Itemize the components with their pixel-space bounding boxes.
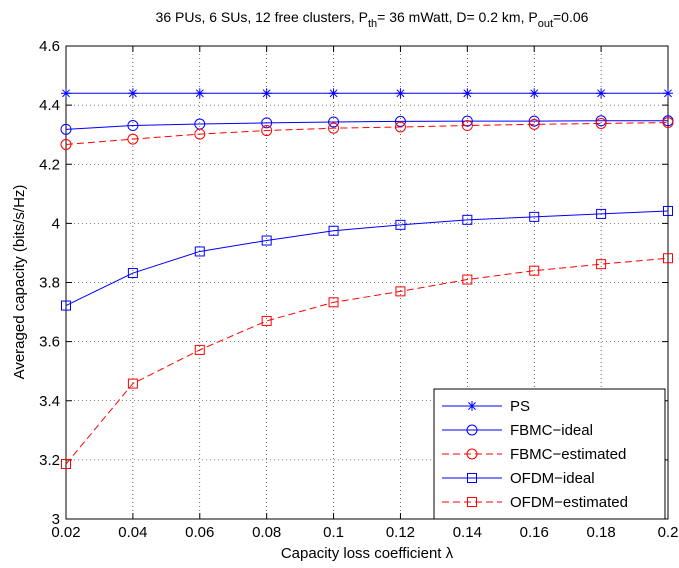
legend-marker-sample [466, 424, 478, 436]
data-point-marker [395, 286, 406, 297]
data-point-marker [462, 88, 473, 99]
data-point-marker [394, 115, 406, 127]
data-point-marker [529, 88, 540, 99]
data-point-marker [61, 459, 71, 470]
legend-marker-sample [467, 473, 477, 483]
grid-lines [66, 46, 668, 519]
legend-label: OFDM−estimated [510, 494, 628, 511]
y-tick-label: 4 [52, 215, 60, 232]
data-point-marker [528, 118, 540, 130]
data-point-marker [127, 88, 138, 99]
x-tick-label: 0.18 [587, 524, 616, 541]
data-point-marker [194, 128, 206, 140]
x-tick-label: 0.2 [658, 524, 679, 541]
legend-entry: FBMC−ideal [442, 422, 593, 439]
data-point-marker [663, 88, 673, 99]
data-point-marker [596, 208, 607, 219]
legend-marker-sample [467, 497, 477, 507]
x-tick-label: 0.1 [323, 524, 344, 541]
x-tick-label: 0.12 [386, 524, 415, 541]
legend-label: PS [510, 398, 530, 415]
data-point-marker [328, 88, 339, 99]
data-point-marker [261, 235, 272, 246]
legend-label: FBMC−estimated [510, 446, 626, 463]
data-point-marker [462, 274, 473, 285]
data-point-marker [528, 115, 540, 127]
y-axis-label: Averaged capacity (bits/s/Hz) [11, 185, 28, 380]
legend: PS FBMC−ideal FBMC−estimated OFDM−ideal OFDM… [433, 388, 666, 520]
data-point-marker [595, 117, 607, 129]
series-line [65, 210, 669, 307]
data-point-marker [60, 123, 72, 135]
chart-title: 36 PUs, 6 SUs, 12 free clusters, Pth= 36… [156, 9, 589, 30]
legend-label: OFDM−ideal [510, 470, 595, 487]
data-point-marker [127, 378, 138, 389]
legend-entry: PS [442, 398, 530, 415]
y-tick-label: 3.4 [39, 393, 60, 410]
legend-entry: OFDM−ideal [442, 470, 595, 487]
data-point-marker [61, 300, 71, 311]
data-point-marker [127, 133, 139, 145]
data-point-marker [328, 225, 339, 236]
series-line [65, 120, 668, 130]
y-tick-label: 4.6 [39, 38, 60, 55]
y-tick-label: 4.4 [39, 97, 60, 114]
data-point-marker [662, 117, 674, 129]
x-tick-label: 0.08 [252, 524, 281, 541]
data-point-marker [261, 117, 273, 129]
data-point-marker [194, 344, 205, 355]
x-tick-label: 0.06 [185, 524, 214, 541]
y-tick-label: 4.2 [39, 156, 60, 173]
series-4 [61, 205, 673, 311]
legend-marker-sample [467, 401, 477, 411]
data-point-marker [194, 88, 205, 99]
y-tick-label: 3.8 [39, 275, 60, 292]
legend-marker-sample [466, 448, 478, 460]
data-point-marker [529, 211, 540, 222]
legend-label: FBMC−ideal [510, 422, 593, 439]
series-line [65, 122, 669, 145]
x-tick-label: 0.04 [118, 524, 147, 541]
series-1 [61, 88, 673, 99]
data-point-marker [663, 205, 673, 216]
data-point-marker [328, 116, 340, 128]
legend-entry: OFDM−estimated [442, 494, 628, 511]
data-point-marker [529, 265, 540, 276]
data-point-marker [261, 315, 272, 326]
data-point-marker [261, 125, 273, 137]
data-point-marker [394, 121, 406, 133]
data-point-marker [127, 268, 138, 279]
data-point-marker [395, 219, 406, 230]
series-layer [60, 88, 674, 470]
y-tick-label: 3 [52, 511, 60, 528]
data-point-marker [462, 214, 473, 225]
data-point-marker [461, 120, 473, 132]
data-point-marker [127, 120, 139, 132]
y-tick-label: 3.6 [39, 334, 60, 351]
x-axis-label: Capacity loss coefficient λ [281, 545, 454, 562]
x-tick-label: 0.02 [51, 524, 80, 541]
data-point-marker [261, 88, 272, 99]
axis-ticks: 0.02 0.04 0.06 0.08 0.1 0.12 0.14 0.16 0.18 0.2 3 3… [39, 38, 678, 541]
series-line [65, 257, 669, 465]
data-point-marker [395, 88, 406, 99]
data-point-marker [596, 88, 607, 99]
data-point-marker [461, 115, 473, 127]
data-point-marker [328, 122, 340, 134]
data-point-marker [61, 88, 71, 99]
y-tick-label: 3.2 [39, 452, 60, 469]
data-point-marker [595, 115, 607, 127]
data-point-marker [60, 138, 72, 150]
series-2 [60, 115, 674, 135]
data-point-marker [596, 259, 607, 270]
data-point-marker [328, 297, 339, 308]
series-5 [61, 253, 673, 470]
data-point-marker [194, 246, 205, 257]
x-tick-label: 0.16 [520, 524, 549, 541]
x-tick-label: 0.14 [453, 524, 482, 541]
data-point-marker [663, 253, 673, 264]
series-3 [60, 117, 674, 150]
legend-entry: FBMC−estimated [442, 446, 626, 463]
